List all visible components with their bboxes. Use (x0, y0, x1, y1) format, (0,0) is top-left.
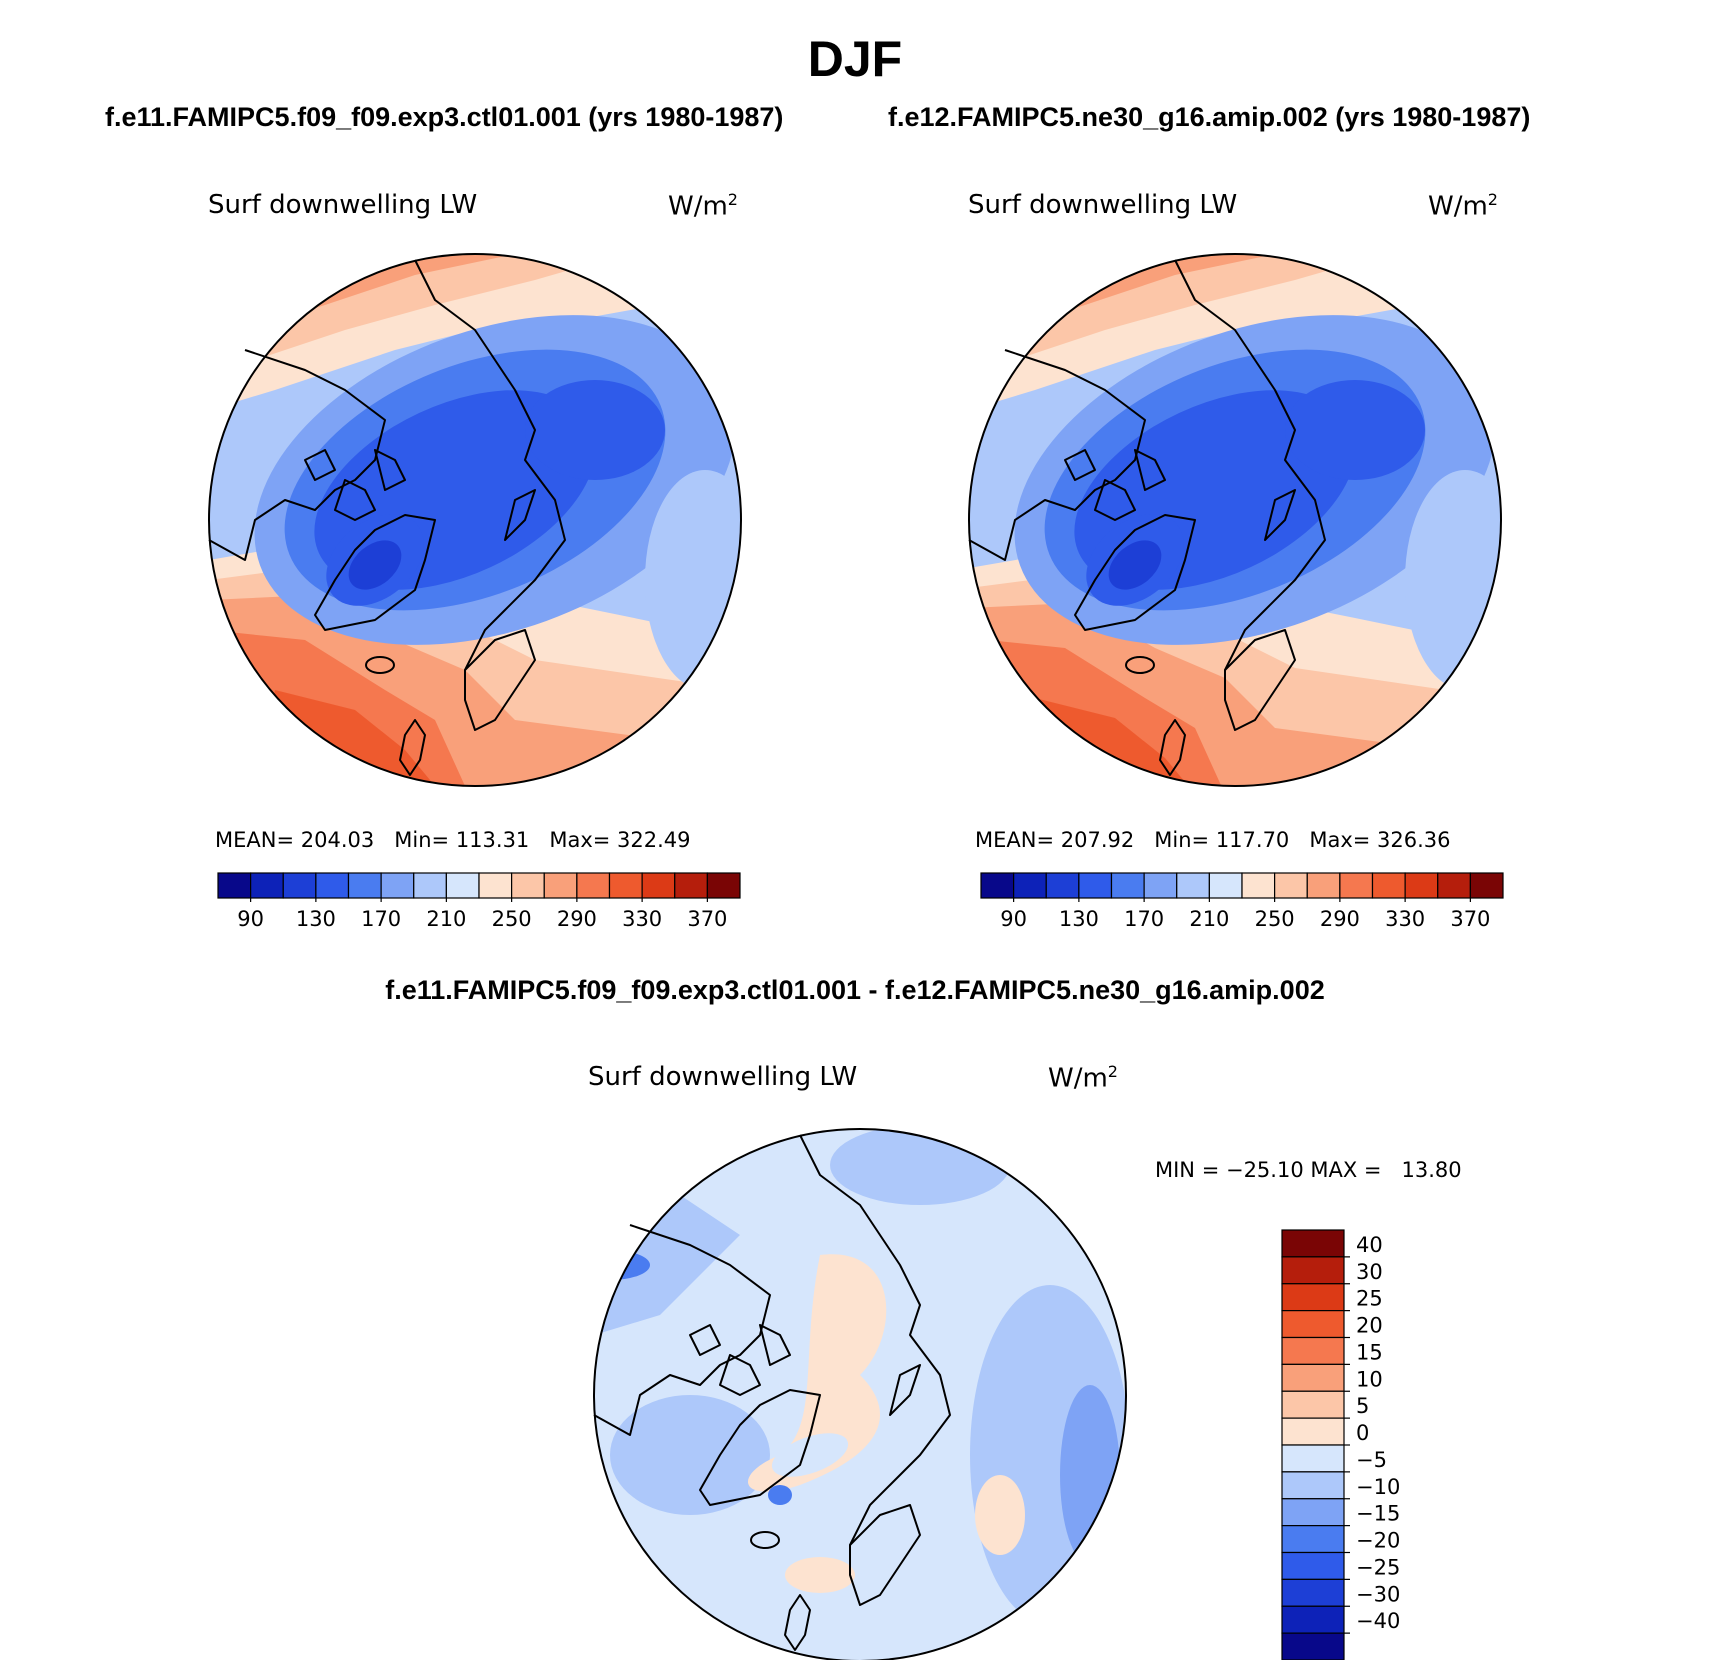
colorbar-swatch (1281, 1525, 1345, 1554)
colorbar-swatch (1281, 1444, 1345, 1473)
colorbar-tick-label: 30 (1356, 1260, 1383, 1284)
units-label-left: W/m2 (668, 190, 738, 222)
colorbar-swatch (347, 872, 382, 899)
colorbar-swatch (1078, 872, 1113, 899)
colorbar-tick-label: 130 (296, 907, 336, 931)
colorbar-tick-label: 5 (1356, 1394, 1369, 1418)
colorbar-swatch (1281, 1256, 1345, 1285)
colorbar-swatch (1281, 1417, 1345, 1446)
colorbar-swatch (1281, 1551, 1345, 1580)
colorbar-swatch (1371, 872, 1406, 899)
colorbar-swatch (1437, 872, 1471, 899)
colorbar-swatch (282, 872, 317, 899)
colorbar-swatch (1045, 872, 1080, 899)
stats-diff: MIN = −25.10 MAX = 13.80 (1155, 1158, 1462, 1182)
units-label-right: W/m2 (1428, 190, 1498, 222)
colorbar-swatch (1281, 1363, 1345, 1392)
colorbar-swatch (1241, 872, 1276, 899)
colorbar-tick-label: 170 (361, 907, 401, 931)
colorbar-tick-label: 40 (1356, 1233, 1383, 1257)
colorbar-swatch (1281, 1283, 1345, 1312)
variable-label-left: Surf downwelling LW (208, 190, 478, 220)
colorbar-tick-label: 210 (426, 907, 466, 931)
colorbar-tick-label: 330 (1385, 907, 1425, 931)
colorbar-swatch (1143, 872, 1178, 899)
colorbar-swatch (1281, 1498, 1345, 1527)
difference-title: f.e11.FAMIPC5.f09_f09.exp3.ctl01.001 - f… (385, 975, 1325, 1005)
colorbar-tick-label: −25 (1356, 1555, 1400, 1579)
stats-left: MEAN= 204.03 Min= 113.31 Max= 322.49 (215, 828, 691, 852)
colorbar-tick-label: 15 (1356, 1340, 1383, 1364)
colorbar-swatch (641, 872, 676, 899)
colorbar-tick-label: −10 (1356, 1475, 1400, 1499)
colorbar-swatch (1208, 872, 1243, 899)
variable-label-right: Surf downwelling LW (968, 190, 1238, 220)
colorbar-tick-label: 290 (1320, 907, 1360, 931)
colorbar-tick-label: 330 (622, 907, 662, 931)
page-title: DJF (807, 31, 903, 87)
colorbar-swatch (1469, 872, 1504, 899)
colorbar-swatch (1281, 1310, 1345, 1339)
colorbar-swatch (674, 872, 708, 899)
colorbar-tick-label: 370 (1450, 907, 1490, 931)
colorbar-swatch (1281, 1632, 1345, 1660)
colorbar-left: 90 130 170 210 250 290 330 370 (217, 872, 741, 931)
map-difference (594, 1129, 1126, 1660)
colorbar-tick-label: 90 (1000, 907, 1027, 931)
colorbar-tick-label: −15 (1356, 1502, 1400, 1526)
colorbar-tick-label: 250 (1255, 907, 1295, 931)
units-label-diff: W/m2 (1048, 1062, 1118, 1094)
colorbar-swatch (315, 872, 350, 899)
colorbar-swatch (445, 872, 480, 899)
colorbar-swatch (1110, 872, 1145, 899)
colorbar-tick-label: 25 (1356, 1287, 1383, 1311)
case-title-left: f.e11.FAMIPC5.f09_f09.exp3.ctl01.001 (yr… (105, 102, 784, 132)
colorbar-tick-label: 250 (492, 907, 532, 931)
colorbar-tick-label: 10 (1356, 1367, 1383, 1391)
colorbar-tick-label: 0 (1356, 1421, 1369, 1445)
colorbar-swatch (1404, 872, 1439, 899)
colorbar-swatch (413, 872, 447, 899)
colorbar-swatch (543, 872, 578, 899)
colorbar-swatch (1281, 1390, 1345, 1419)
colorbar-swatch (1281, 1229, 1345, 1258)
colorbar-tick-label: −30 (1356, 1582, 1400, 1606)
colorbar-swatch (608, 872, 643, 899)
case-title-right: f.e12.FAMIPC5.ne30_g16.amip.002 (yrs 198… (888, 102, 1531, 132)
colorbar-swatch (511, 872, 545, 899)
colorbar-tick-label: −20 (1356, 1529, 1400, 1553)
colorbar-right: 90 130 170 210 250 290 330 370 (980, 872, 1504, 931)
colorbar-tick-label: 370 (687, 907, 727, 931)
colorbar-swatch (1281, 1578, 1345, 1607)
map-left (209, 254, 741, 786)
colorbar-swatch (1306, 872, 1341, 899)
colorbar-tick-label: 20 (1356, 1314, 1383, 1338)
colorbar-swatch (576, 872, 611, 899)
colorbar-swatch (1176, 872, 1210, 899)
colorbar-swatch (1281, 1336, 1345, 1365)
colorbar-swatch (1339, 872, 1374, 899)
colorbar-swatch (1013, 872, 1047, 899)
colorbar-tick-label: 290 (557, 907, 597, 931)
colorbar-tick-label: 170 (1124, 907, 1164, 931)
colorbar-tick-label: 130 (1059, 907, 1099, 931)
colorbar-swatch (217, 872, 252, 899)
colorbar-swatch (1274, 872, 1308, 899)
colorbar-swatch (250, 872, 284, 899)
colorbar-swatch (478, 872, 513, 899)
colorbar-tick-label: −40 (1356, 1609, 1400, 1633)
map-right (969, 254, 1501, 786)
colorbar-swatch (1281, 1471, 1345, 1500)
colorbar-swatch (380, 872, 415, 899)
colorbar-swatch (706, 872, 741, 899)
variable-label-diff: Surf downwelling LW (588, 1062, 858, 1092)
colorbar-tick-label: 210 (1189, 907, 1229, 931)
stats-right: MEAN= 207.92 Min= 117.70 Max= 326.36 (975, 828, 1451, 852)
colorbar-swatch (980, 872, 1015, 899)
colorbar-swatch (1281, 1605, 1345, 1634)
colorbar-tick-label: −5 (1356, 1448, 1387, 1472)
colorbar-tick-label: 90 (237, 907, 264, 931)
